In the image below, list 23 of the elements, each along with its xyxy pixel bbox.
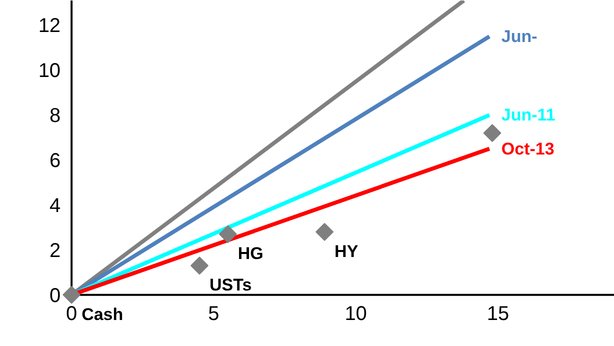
y-tick-label: 10 — [38, 60, 61, 82]
x-tick-label: 0 — [66, 302, 78, 325]
point — [218, 225, 237, 244]
y-tick-label: 6 — [49, 150, 61, 172]
annotation: Cash — [82, 304, 124, 324]
point — [62, 286, 81, 304]
annotation: HY — [334, 242, 359, 261]
y-tick-label: 12 — [38, 15, 61, 38]
x-tick-label: 15 — [486, 302, 510, 325]
y-tick-label: 2 — [49, 240, 61, 262]
point — [190, 256, 208, 275]
series-label: Oct-13 — [501, 139, 554, 158]
series-label: Jun- — [501, 26, 538, 46]
y-tick-label: 8 — [49, 105, 61, 128]
x-tick-label: 5 — [208, 302, 220, 325]
y-tick-label: 4 — [49, 194, 61, 217]
annotation: USTs — [209, 276, 252, 295]
y-tick-label: 0 — [49, 284, 61, 307]
annotation: HG — [238, 244, 264, 264]
series-label: Jun-11 — [501, 106, 556, 125]
point — [483, 124, 502, 142]
x-tick-label: 10 — [344, 302, 367, 325]
point — [316, 222, 334, 241]
